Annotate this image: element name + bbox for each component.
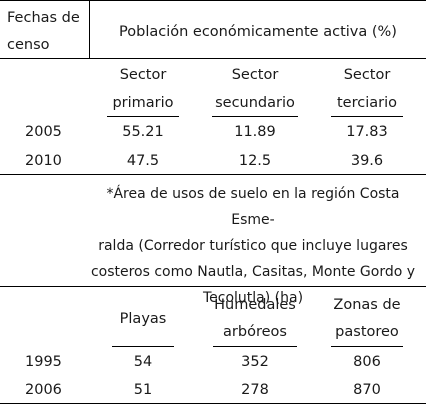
column-header-secondary-sector: Sector (231, 67, 279, 83)
table-cell-value: 54 (133, 354, 153, 370)
top-border (0, 0, 426, 1)
note-line-4: Tecolutla) (ha) (202, 290, 304, 306)
note-line-2: ralda (Corredor turístico que incluye lu… (98, 238, 408, 254)
column-header-pasture-zones: Zonas de (333, 297, 401, 313)
table-cell-value: 12.5 (238, 153, 272, 169)
tertiary-sector-underline (331, 116, 403, 117)
table-cell-value: 806 (353, 354, 381, 370)
table2-header-rule (0, 286, 426, 287)
table1-bottom-rule (0, 174, 426, 175)
table-cell-value: 278 (241, 382, 269, 398)
table-cell-value: 55.21 (122, 124, 164, 140)
land-use-note: *Área de usos de suelo en la región Cost… (90, 181, 416, 311)
table-cell-value: 352 (241, 354, 269, 370)
table-cell-value: 870 (353, 382, 381, 398)
column-header-tertiary-sector: Sector (343, 67, 391, 83)
table-row-year: 1995 (25, 354, 62, 370)
column-header-secondary-sector-line2: secundario (215, 95, 295, 111)
table-cell-value: 39.6 (350, 153, 384, 169)
census-dates-label-line2: censo (7, 37, 50, 53)
column-header-primary-sector-line2: primario (112, 95, 174, 111)
table-row-year: 2010 (25, 153, 62, 169)
primary-sector-underline (107, 116, 179, 117)
table-row-year: 2006 (25, 382, 62, 398)
secondary-sector-underline (212, 116, 298, 117)
table-cell-value: 17.83 (346, 124, 388, 140)
table-cell-value: 51 (133, 382, 153, 398)
table-cell-value: 11.89 (234, 124, 276, 140)
header-column-divider (89, 0, 90, 58)
beaches-underline (112, 346, 174, 347)
pasture-zones-underline (331, 346, 403, 347)
table-cell-value: 47.5 (126, 153, 160, 169)
column-header-beaches: Playas (119, 311, 167, 327)
table-row-year: 2005 (25, 124, 62, 140)
header-divider (0, 58, 426, 59)
economically-active-population-header: Población económicamente activa (%) (119, 24, 397, 40)
column-header-wetlands: Humedales (214, 297, 296, 313)
column-header-pasture-zones-line2: pastoreo (335, 324, 399, 340)
census-dates-label: Fechas de (7, 10, 80, 26)
column-header-wetlands-line2: arbóreos (223, 324, 287, 340)
wetlands-underline (213, 346, 297, 347)
column-header-primary-sector: Sector (119, 67, 167, 83)
column-header-tertiary-sector-line2: terciario (337, 95, 397, 111)
note-line-3: costeros como Nautla, Casitas, Monte Gor… (90, 264, 416, 280)
note-line-1: *Área de usos de suelo en la región Cost… (106, 186, 400, 228)
